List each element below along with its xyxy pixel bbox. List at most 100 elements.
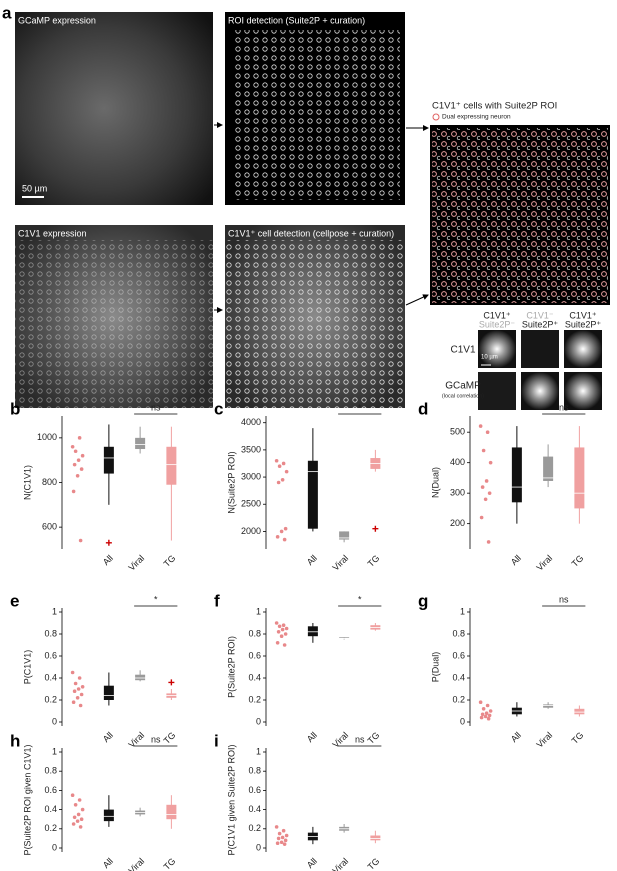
outlier xyxy=(105,539,112,546)
x-tick-label: Viral xyxy=(127,856,147,871)
significance-label: ns xyxy=(151,402,161,412)
data-point xyxy=(73,803,78,807)
y-tick-label: 0.2 xyxy=(44,823,57,833)
data-point xyxy=(80,453,85,458)
y-tick-label: 3000 xyxy=(241,471,261,481)
panel-letter: b xyxy=(10,399,20,418)
data-point xyxy=(75,696,80,700)
y-tick-label: 0.4 xyxy=(248,672,261,682)
data-point xyxy=(77,436,82,440)
data-point xyxy=(70,793,75,797)
x-tick-label: TG xyxy=(366,730,382,746)
inset xyxy=(521,330,559,368)
data-point xyxy=(276,480,281,485)
column-label: Suite2P⁺ xyxy=(565,319,602,329)
data-point xyxy=(478,700,483,704)
data-point xyxy=(484,479,489,483)
box xyxy=(511,447,522,503)
column-label: C1V1⁺ xyxy=(569,310,597,320)
data-point xyxy=(478,424,483,428)
data-point xyxy=(487,491,492,495)
panel-letter: f xyxy=(214,591,220,610)
x-tick-label: All xyxy=(305,730,319,744)
box xyxy=(543,456,554,481)
data-point xyxy=(485,430,490,434)
y-tick-label: 3500 xyxy=(241,444,261,454)
x-tick-label: Viral xyxy=(331,856,351,871)
panel-letter: h xyxy=(10,731,20,750)
y-tick-label: 0.8 xyxy=(248,628,261,638)
significance-label: * xyxy=(154,594,158,604)
x-tick-label: All xyxy=(101,856,115,870)
data-point xyxy=(80,685,85,689)
box xyxy=(339,637,350,639)
y-tick-label: 400 xyxy=(450,457,465,467)
box xyxy=(135,437,146,450)
data-point xyxy=(78,538,83,543)
x-tick-label: All xyxy=(509,730,523,744)
inset xyxy=(564,372,602,410)
data-point xyxy=(72,462,77,467)
roi-texture xyxy=(235,30,400,200)
x-tick-label: TG xyxy=(366,553,382,569)
significance-label: * xyxy=(358,402,362,412)
y-tick-label: 1 xyxy=(256,746,261,756)
data-point xyxy=(282,643,287,647)
y-tick-label: 0.4 xyxy=(248,804,261,814)
data-point xyxy=(281,461,286,466)
data-point xyxy=(277,464,282,468)
inset-grid xyxy=(478,330,602,410)
image-title: GCaMP expression xyxy=(18,15,96,25)
data-point xyxy=(279,840,284,845)
outlier xyxy=(372,525,379,532)
data-point xyxy=(283,632,288,636)
data-point xyxy=(483,497,488,502)
x-tick-label: All xyxy=(101,730,115,744)
data-point xyxy=(274,621,279,625)
y-tick-label: 0.4 xyxy=(452,672,465,682)
y-tick-label: 0.8 xyxy=(248,766,261,776)
y-axis-label: P(Suite2P ROI) xyxy=(226,636,236,698)
box xyxy=(103,446,114,474)
data-point xyxy=(275,841,280,845)
x-tick-label: Viral xyxy=(127,730,147,750)
y-tick-label: 0 xyxy=(52,842,57,852)
data-point xyxy=(283,526,288,531)
y-tick-label: 1 xyxy=(52,606,57,616)
box xyxy=(166,804,177,820)
significance-label: ns xyxy=(559,402,569,412)
data-point xyxy=(280,835,285,840)
cellpose-texture xyxy=(225,240,405,408)
x-tick-label: All xyxy=(509,553,523,567)
y-tick-label: 0 xyxy=(52,716,57,726)
data-point xyxy=(76,458,81,462)
data-point xyxy=(72,689,77,693)
legend-marker xyxy=(432,113,440,121)
x-tick-label: All xyxy=(305,856,319,870)
data-point xyxy=(281,623,286,627)
outlier xyxy=(168,679,175,686)
row-label: GCaMP xyxy=(445,381,481,392)
y-axis-label: P(C1V1 given Suite2P ROI) xyxy=(226,745,236,856)
y-axis-label: N(Suite2P ROI) xyxy=(226,451,236,513)
data-point xyxy=(485,703,490,708)
data-point xyxy=(282,842,287,846)
x-tick-label: TG xyxy=(162,856,178,871)
arrow xyxy=(405,294,429,306)
data-point xyxy=(279,529,284,534)
x-tick-label: Viral xyxy=(535,730,555,750)
data-point xyxy=(78,703,83,708)
y-tick-label: 1000 xyxy=(37,432,57,442)
data-point xyxy=(275,535,280,539)
x-tick-label: TG xyxy=(570,730,586,746)
data-point xyxy=(487,713,492,718)
image-title: C1V1 expression xyxy=(18,228,87,238)
y-tick-label: 0 xyxy=(256,842,261,852)
data-point xyxy=(276,630,281,634)
data-point xyxy=(78,825,83,829)
box xyxy=(166,446,177,485)
box xyxy=(339,531,350,540)
significance-label: * xyxy=(358,594,362,604)
